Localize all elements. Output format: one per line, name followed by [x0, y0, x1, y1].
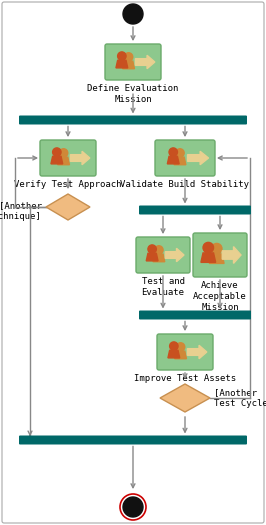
Circle shape	[123, 497, 143, 517]
FancyBboxPatch shape	[193, 233, 247, 277]
Polygon shape	[168, 350, 180, 358]
Text: Test and
Evaluate: Test and Evaluate	[142, 277, 185, 297]
Polygon shape	[153, 254, 165, 262]
Polygon shape	[160, 384, 210, 412]
Polygon shape	[222, 247, 241, 264]
FancyBboxPatch shape	[136, 237, 190, 273]
FancyBboxPatch shape	[157, 334, 213, 370]
Text: Verify Test Approach: Verify Test Approach	[14, 180, 122, 189]
Circle shape	[120, 494, 146, 520]
Polygon shape	[146, 254, 158, 261]
FancyBboxPatch shape	[105, 44, 161, 80]
Polygon shape	[46, 194, 90, 220]
FancyBboxPatch shape	[2, 2, 264, 523]
Text: [Another
Technique]: [Another Technique]	[0, 201, 42, 221]
Circle shape	[176, 149, 184, 157]
Polygon shape	[165, 248, 184, 262]
Text: Validate Build Stability: Validate Build Stability	[120, 180, 250, 189]
Circle shape	[118, 52, 126, 60]
FancyBboxPatch shape	[139, 310, 251, 320]
Polygon shape	[70, 151, 90, 165]
Circle shape	[124, 52, 133, 61]
Circle shape	[170, 342, 178, 350]
Polygon shape	[209, 254, 224, 264]
Text: Define Evaluation
Mission: Define Evaluation Mission	[87, 84, 179, 104]
Circle shape	[203, 243, 214, 253]
Text: [Another
Test Cycle]: [Another Test Cycle]	[214, 388, 266, 408]
FancyBboxPatch shape	[19, 436, 247, 445]
Polygon shape	[188, 151, 209, 165]
Polygon shape	[187, 345, 207, 359]
FancyBboxPatch shape	[155, 140, 215, 176]
Text: Achieve
Acceptable
Mission: Achieve Acceptable Mission	[193, 281, 247, 312]
Polygon shape	[167, 156, 179, 164]
Circle shape	[53, 148, 61, 156]
Text: Improve Test Assets: Improve Test Assets	[134, 374, 236, 383]
Polygon shape	[174, 157, 186, 165]
Polygon shape	[175, 351, 186, 359]
FancyBboxPatch shape	[139, 205, 251, 215]
Polygon shape	[51, 156, 63, 164]
Polygon shape	[116, 60, 128, 68]
Circle shape	[176, 343, 185, 351]
Circle shape	[211, 244, 222, 254]
Circle shape	[59, 149, 68, 157]
Polygon shape	[201, 253, 216, 262]
FancyBboxPatch shape	[19, 116, 247, 124]
Polygon shape	[123, 61, 135, 69]
Circle shape	[169, 148, 177, 156]
Polygon shape	[135, 55, 155, 69]
Circle shape	[155, 246, 163, 254]
FancyBboxPatch shape	[40, 140, 96, 176]
Circle shape	[148, 245, 156, 254]
Polygon shape	[58, 157, 69, 165]
Circle shape	[123, 4, 143, 24]
